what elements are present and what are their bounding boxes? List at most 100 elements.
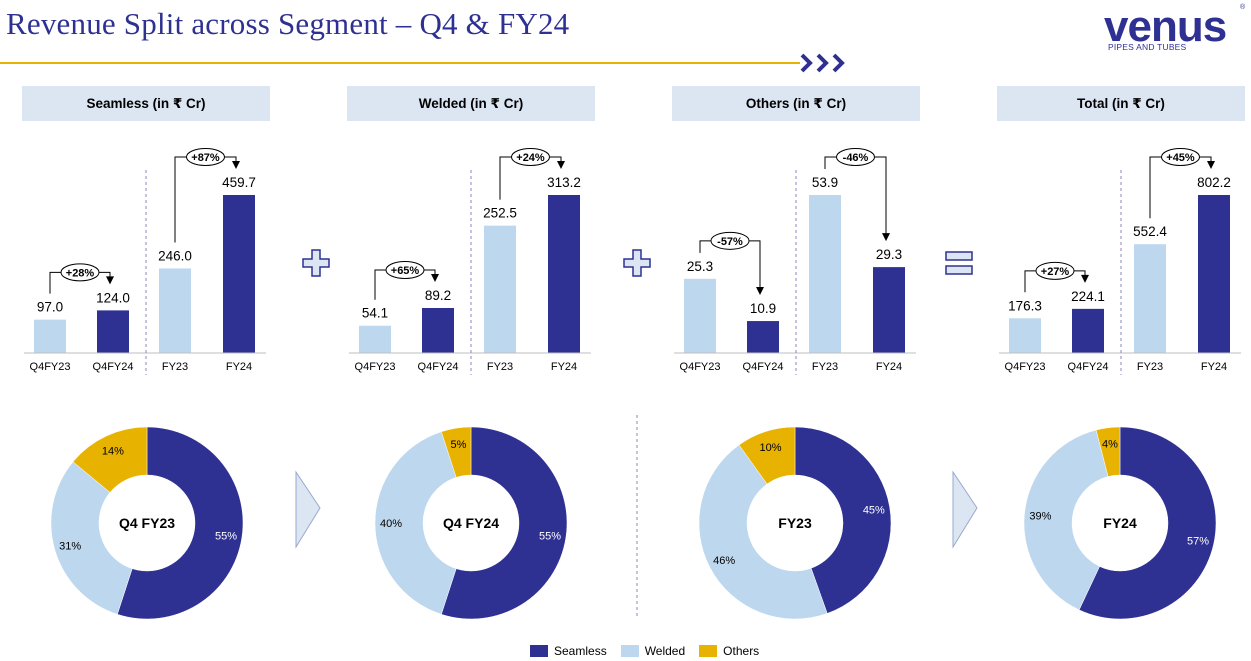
header-welded: Welded (in ₹ Cr) — [347, 86, 595, 121]
slice-q4fy23-welded — [50, 461, 133, 615]
slice-fy23-seamless — [794, 426, 892, 614]
value-label-welded-2: 252.5 — [483, 206, 517, 221]
legend-swatch-welded — [620, 645, 639, 657]
slice-q4fy23-others — [72, 426, 148, 493]
donut-center-label-fy23: FY23 — [778, 515, 812, 531]
plus-icon — [302, 249, 330, 277]
growth-badge-seamless-0 — [60, 263, 100, 282]
legend-item-welded: Welded — [620, 644, 686, 658]
value-label-welded-1: 89.2 — [425, 288, 451, 303]
tick-label-total-0: Q4FY23 — [1005, 361, 1046, 373]
donut-center-label-q4fy24: Q4 FY24 — [443, 515, 499, 531]
slice-label-fy23-welded: 46% — [713, 555, 735, 567]
chevrons-icon — [800, 53, 845, 73]
header-others: Others (in ₹ Cr) — [672, 86, 920, 121]
slice-label-fy23-seamless: 45% — [863, 504, 885, 516]
value-label-others-1: 10.9 — [750, 301, 776, 316]
growth-arrowhead-welded-1 — [557, 161, 565, 169]
value-label-seamless-1: 124.0 — [96, 290, 130, 305]
slice-fy23-welded — [698, 444, 828, 620]
triangle-arrow-icon — [295, 470, 321, 549]
donut-center-label-fy24: FY24 — [1103, 515, 1137, 531]
legend-swatch-seamless — [530, 645, 548, 657]
growth-arrowhead-others-0 — [756, 287, 764, 296]
bar-welded-1 — [422, 308, 454, 353]
bar-welded-3 — [548, 195, 580, 353]
tick-label-others-1: Q4FY24 — [743, 361, 784, 373]
value-label-others-2: 53.9 — [812, 175, 838, 190]
bar-seamless-1 — [97, 310, 129, 353]
growth-arrowhead-total-0 — [1081, 274, 1089, 283]
bar-total-2 — [1134, 244, 1166, 353]
title-underline — [0, 62, 800, 64]
page-title: Revenue Split across Segment – Q4 & FY24 — [6, 6, 570, 41]
slice-fy24-seamless — [1078, 426, 1217, 620]
slice-label-q4fy24-seamless: 55% — [539, 531, 561, 543]
value-label-total-0: 176.3 — [1008, 298, 1042, 313]
bar-total-0 — [1009, 318, 1041, 353]
bar-welded-0 — [359, 325, 391, 353]
bar-welded-2 — [484, 225, 516, 353]
slice-label-fy24-others: 4% — [1102, 439, 1118, 451]
growth-label-seamless-0: +28% — [66, 267, 95, 279]
tick-label-others-2: FY23 — [812, 361, 838, 373]
header-total: Total (in ₹ Cr) — [997, 86, 1245, 121]
chart-legend: Seamless Welded Others — [530, 642, 773, 660]
slice-label-fy24-welded: 39% — [1029, 510, 1051, 522]
growth-badge-total-1 — [1161, 148, 1200, 166]
bar-total-3 — [1198, 195, 1230, 353]
tick-label-seamless-0: Q4FY23 — [30, 361, 71, 373]
growth-badge-welded-1 — [511, 148, 550, 166]
value-label-total-3: 802.2 — [1197, 175, 1231, 190]
growth-label-welded-0: +65% — [391, 265, 420, 277]
slice-fy23-others — [738, 426, 796, 485]
tick-label-welded-2: FY23 — [487, 361, 513, 373]
plus-icon-2 — [623, 249, 651, 277]
bar-seamless-0 — [34, 319, 66, 353]
tick-label-total-1: Q4FY24 — [1068, 361, 1109, 373]
value-label-welded-0: 54.1 — [362, 306, 388, 321]
slice-q4fy24-welded — [374, 431, 457, 615]
growth-label-total-1: +45% — [1166, 152, 1195, 164]
logo-wordmark: venus — [1104, 2, 1227, 51]
slice-fy24-others — [1095, 426, 1121, 477]
tick-label-welded-0: Q4FY23 — [355, 361, 396, 373]
bar-seamless-3 — [223, 195, 255, 353]
equals-icon-top — [945, 251, 973, 261]
growth-badge-seamless-1 — [186, 148, 225, 166]
growth-label-total-0: +27% — [1041, 266, 1070, 278]
growth-label-welded-1: +24% — [516, 152, 545, 164]
slice-label-fy23-others: 10% — [759, 442, 781, 454]
tick-label-welded-3: FY24 — [551, 361, 577, 373]
tick-label-welded-1: Q4FY24 — [418, 361, 459, 373]
tick-label-seamless-2: FY23 — [162, 361, 188, 373]
growth-badge-others-0 — [710, 231, 750, 250]
bar-total-1 — [1072, 308, 1104, 353]
legend-item-seamless: Seamless — [530, 644, 607, 658]
tick-label-seamless-3: FY24 — [226, 361, 252, 373]
value-label-seamless-2: 246.0 — [158, 248, 192, 263]
growth-badge-total-0 — [1035, 261, 1075, 280]
legend-label-others: Others — [723, 644, 760, 658]
tick-label-total-3: FY24 — [1201, 361, 1227, 373]
tick-label-others-3: FY24 — [876, 361, 902, 373]
legend-label-seamless: Seamless — [554, 644, 607, 658]
legend-label-welded: Welded — [644, 644, 686, 658]
slice-label-q4fy24-others: 5% — [451, 439, 467, 451]
growth-arrowhead-welded-0 — [431, 274, 439, 283]
growth-arrowhead-seamless-0 — [106, 276, 114, 285]
bar-seamless-2 — [159, 268, 191, 353]
slice-label-q4fy23-seamless: 55% — [215, 531, 237, 543]
legend-swatch-others — [699, 645, 718, 657]
growth-label-others-1: -46% — [843, 152, 869, 164]
equals-icon-bottom — [945, 265, 973, 275]
slice-label-q4fy23-welded: 31% — [59, 540, 81, 552]
tick-label-seamless-1: Q4FY24 — [93, 361, 134, 373]
bar-others-3 — [873, 267, 905, 353]
tick-label-total-2: FY23 — [1137, 361, 1163, 373]
slice-label-q4fy23-others: 14% — [102, 446, 124, 458]
slice-label-fy24-seamless: 57% — [1187, 535, 1209, 547]
value-label-seamless-0: 97.0 — [37, 300, 63, 315]
logo-registered: ® — [1240, 4, 1246, 11]
value-label-total-2: 552.4 — [1133, 224, 1167, 239]
